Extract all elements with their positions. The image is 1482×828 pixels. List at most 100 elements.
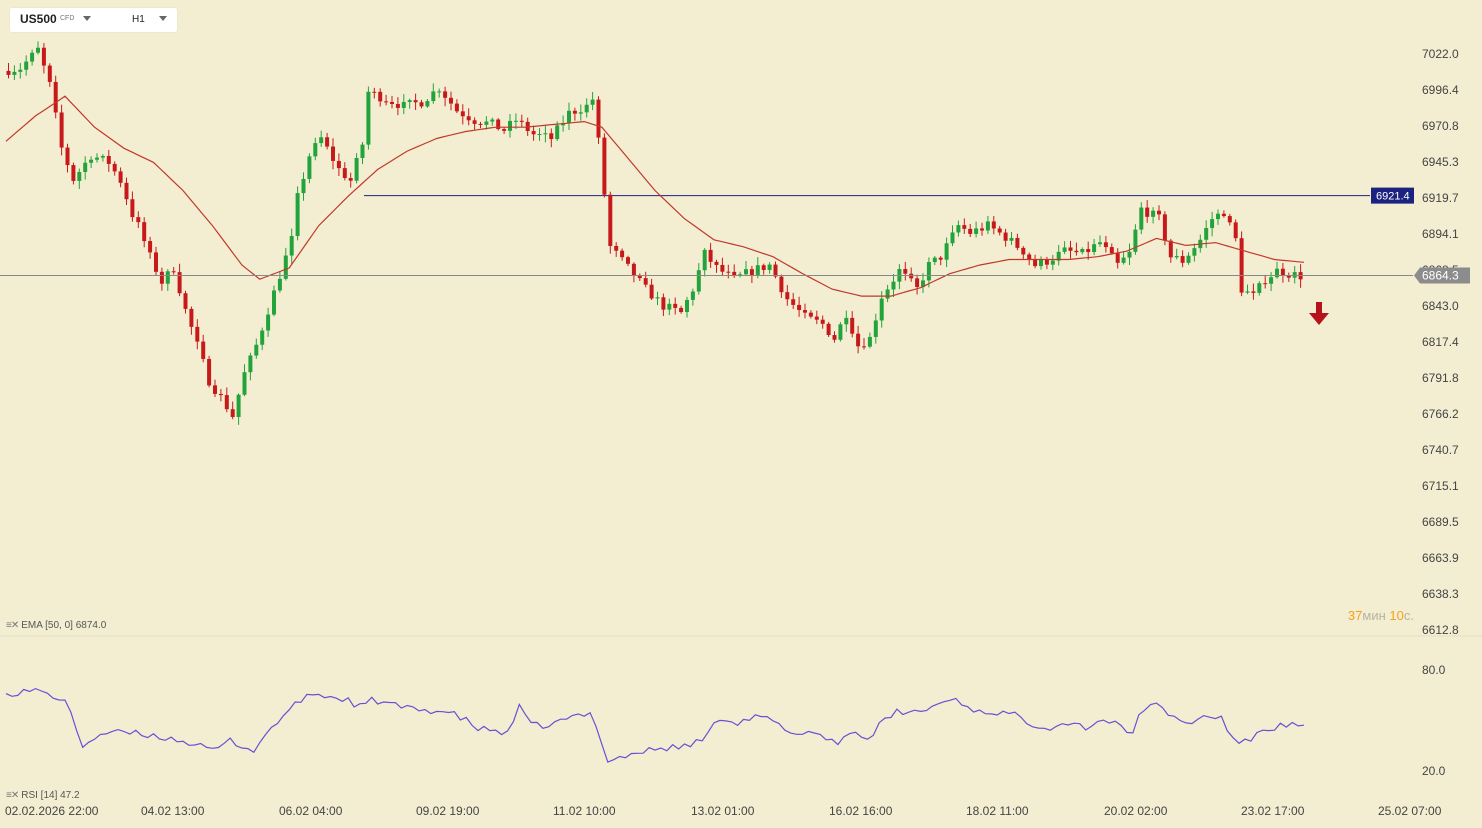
candle-body	[148, 241, 153, 253]
candle-body	[100, 156, 105, 158]
candle-body	[844, 317, 849, 325]
candle-body	[702, 249, 707, 271]
candle-body	[508, 120, 512, 131]
candle-body	[738, 274, 743, 276]
candle-body	[230, 409, 235, 418]
candle-body	[938, 257, 943, 260]
price-tick-label: 6791.8	[1422, 371, 1459, 385]
candle-body	[832, 335, 837, 340]
candle-body	[283, 255, 288, 279]
candle-body	[1139, 207, 1144, 230]
candle-body	[1269, 277, 1274, 284]
candle-body	[224, 395, 229, 410]
candle-body	[537, 134, 542, 136]
price-tick-label: 6945.3	[1422, 155, 1459, 169]
candle-body	[348, 178, 353, 181]
candle-body	[366, 91, 371, 145]
candle-body	[567, 110, 571, 124]
time-axis[interactable]: 02.02.2026 22:00 04.02 13:00 06.02 04:00 09…	[5, 804, 1442, 818]
candle-body	[1050, 260, 1055, 265]
current-price-tag-label: 6864.3	[1422, 268, 1459, 282]
candle-body	[12, 71, 17, 75]
candle-body	[1103, 242, 1108, 248]
candle-body	[218, 393, 223, 396]
price-tick-label: 6766.2	[1422, 407, 1459, 421]
candle-body	[873, 320, 878, 337]
ema-line	[5, 95, 1305, 297]
candle-body	[578, 112, 583, 114]
candle-body	[260, 330, 265, 345]
price-tick-label: 6638.3	[1422, 587, 1459, 601]
candle-body	[1009, 237, 1014, 241]
candle-body	[47, 65, 52, 82]
symbol-name[interactable]: US500	[20, 12, 57, 26]
candle-body	[331, 146, 335, 161]
candle-body	[732, 271, 737, 276]
candle-body	[584, 104, 589, 113]
candle-body	[425, 101, 430, 107]
candle-body	[991, 221, 996, 229]
candle-body	[785, 292, 790, 300]
price-tick-label: 6894.1	[1422, 227, 1459, 241]
candle-body	[407, 100, 412, 102]
candle-body	[154, 252, 158, 272]
candle-body	[395, 103, 400, 108]
candle-body	[1039, 259, 1043, 267]
timer-seconds-unit: с.	[1403, 608, 1414, 623]
ema-indicator-legend[interactable]: ≡✕ EMA [50, 0] 6874.0	[6, 620, 106, 631]
time-tick-label: 16.02 16:00	[829, 804, 893, 818]
time-tick-label: 04.02 13:00	[141, 804, 205, 818]
candle-body	[159, 271, 164, 284]
candle-body	[543, 133, 548, 135]
candle-body	[354, 157, 359, 181]
candle-body	[496, 119, 501, 130]
symbol-dropdown-chevron-down-icon[interactable]	[83, 16, 91, 21]
price-axis[interactable]: 7022.06996.46970.86945.36919.76894.16868…	[1422, 47, 1459, 637]
candle-body	[189, 308, 194, 327]
indicator-settings-icon[interactable]: ≡✕	[6, 620, 19, 631]
candle-body	[519, 120, 524, 122]
timeframe-select[interactable]: H1	[132, 14, 145, 25]
indicator-settings-icon[interactable]: ≡✕	[6, 790, 19, 801]
level-price-tag-label: 6921.4	[1376, 191, 1410, 203]
timeframe-dropdown-chevron-down-icon[interactable]	[159, 16, 167, 21]
candle-body	[1074, 250, 1079, 253]
candle-body	[820, 319, 825, 324]
candle-body	[83, 162, 88, 173]
candle-body	[838, 324, 843, 340]
candle-body	[932, 257, 937, 263]
time-tick-label: 06.02 04:00	[279, 804, 343, 818]
candle-body	[1157, 210, 1161, 215]
candle-body	[962, 225, 967, 229]
candle-body	[454, 103, 459, 112]
candle-body	[307, 156, 312, 179]
rsi-tick-label: 80.0	[1422, 663, 1446, 677]
price-tick-label: 6919.7	[1422, 191, 1459, 205]
time-tick-label: 13.02 01:00	[691, 804, 755, 818]
candle-body	[708, 249, 713, 262]
candle-body	[1251, 291, 1256, 293]
candle-body	[649, 284, 654, 299]
price-tick-label: 6663.9	[1422, 551, 1459, 565]
price-tick-label: 6689.5	[1422, 515, 1459, 529]
price-tick-label: 6715.1	[1422, 479, 1459, 493]
candle-body	[856, 333, 861, 347]
candle-body	[1174, 256, 1179, 258]
candle-body	[1056, 251, 1061, 261]
rsi-indicator-legend[interactable]: ≡✕ RSI [14] 47.2	[6, 790, 80, 801]
candle-body	[602, 137, 607, 195]
candle-body	[803, 310, 807, 313]
candle-body	[867, 336, 872, 347]
candle-body	[24, 61, 29, 70]
timer-minutes-unit: мин	[1362, 608, 1386, 623]
time-tick-label: 20.02 02:00	[1104, 804, 1168, 818]
candle-body	[1239, 238, 1244, 293]
candle-body	[637, 276, 642, 279]
candle-body	[885, 289, 890, 299]
candle-body	[531, 131, 536, 135]
candle-body	[295, 193, 300, 237]
candle-body	[106, 156, 111, 164]
price-tick-label: 6843.0	[1422, 299, 1459, 313]
candle-body	[1210, 219, 1215, 229]
